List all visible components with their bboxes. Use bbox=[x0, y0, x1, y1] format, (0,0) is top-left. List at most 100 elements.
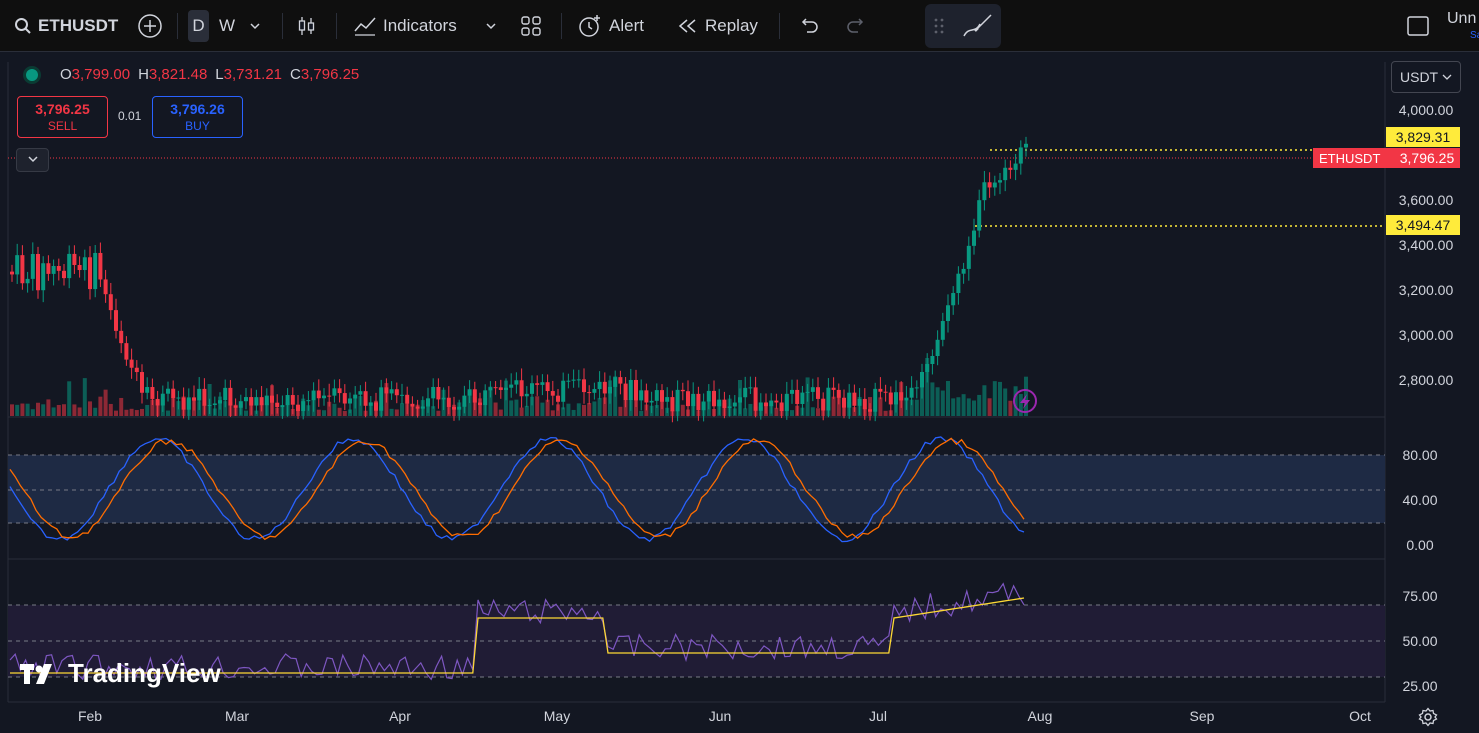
volume-bar bbox=[587, 403, 592, 416]
candle-body bbox=[535, 383, 540, 385]
undo-button[interactable] bbox=[798, 10, 820, 42]
volume-bar bbox=[566, 403, 571, 416]
volume-bar bbox=[909, 399, 914, 416]
stoch-axis-label: 40.00 bbox=[1402, 492, 1437, 508]
candle-body bbox=[36, 254, 40, 291]
volume-bar bbox=[743, 408, 748, 416]
currency-select[interactable]: USDT bbox=[1391, 61, 1461, 93]
volume-bar bbox=[686, 409, 690, 416]
candle-body bbox=[176, 397, 181, 399]
candle-body bbox=[15, 255, 20, 275]
volume-bar bbox=[20, 403, 25, 416]
candle-body bbox=[316, 390, 321, 399]
candle-body bbox=[951, 293, 956, 306]
stoch-axis-label: 80.00 bbox=[1402, 447, 1437, 463]
last-price-tag bbox=[1313, 148, 1460, 168]
layout-name-label: Unn bbox=[1447, 10, 1477, 27]
volume-bar bbox=[1003, 388, 1008, 416]
volume-bar bbox=[576, 403, 581, 416]
close-label: C bbox=[290, 66, 301, 83]
candle-body bbox=[93, 252, 98, 290]
indicators-dropdown[interactable] bbox=[484, 10, 498, 42]
volume-bar bbox=[800, 407, 805, 416]
symbol-search[interactable]: ETHUSDT bbox=[14, 10, 118, 42]
add-symbol-button[interactable] bbox=[137, 10, 163, 42]
divider bbox=[282, 13, 283, 39]
candle-body bbox=[571, 379, 576, 381]
indicators-icon bbox=[354, 17, 376, 36]
candle-body bbox=[842, 397, 846, 408]
stoch-band bbox=[8, 455, 1385, 523]
volume-bar bbox=[202, 404, 207, 416]
candle-body bbox=[400, 394, 404, 396]
candle-body bbox=[790, 389, 794, 394]
indicators-button[interactable]: Indicators bbox=[353, 10, 457, 42]
chart-canvas[interactable]: 4,000.00 3,600.00 3,400.00 3,200.00 3,000.00… bbox=[0, 52, 1479, 733]
volume-bar bbox=[322, 410, 326, 416]
volume-bar bbox=[987, 398, 992, 416]
candle-body bbox=[379, 387, 384, 411]
candle-body bbox=[1003, 167, 1008, 181]
divider bbox=[336, 13, 337, 39]
price-axis-label: 3,000.00 bbox=[1399, 327, 1454, 343]
high-label: H bbox=[138, 66, 149, 83]
fullscreen-button[interactable] bbox=[1406, 10, 1430, 42]
candle-body bbox=[1008, 167, 1013, 170]
candle-body bbox=[10, 271, 14, 275]
volume-bar bbox=[920, 382, 924, 416]
volume-bar bbox=[649, 405, 654, 416]
volume-bar bbox=[904, 398, 909, 416]
candle-body bbox=[394, 389, 399, 396]
volume-bar bbox=[998, 381, 1002, 416]
collapse-legend-button[interactable] bbox=[16, 148, 49, 172]
redo-button[interactable] bbox=[845, 10, 867, 42]
candle-body bbox=[909, 387, 914, 398]
templates-button[interactable] bbox=[520, 10, 542, 42]
volume-bar bbox=[103, 389, 108, 416]
volume-bar bbox=[992, 381, 997, 416]
volume-bar bbox=[415, 404, 420, 416]
interval-w-label: W bbox=[219, 16, 236, 35]
volume-bar bbox=[348, 409, 352, 416]
candle-body bbox=[582, 379, 586, 393]
volume-bar bbox=[93, 407, 98, 416]
candle-body bbox=[67, 253, 72, 279]
volume-bar bbox=[821, 398, 826, 416]
time-axis-label: Jul bbox=[869, 708, 887, 724]
candle-body bbox=[337, 388, 342, 394]
volume-bar bbox=[701, 402, 706, 416]
replay-button[interactable]: Replay bbox=[677, 10, 758, 42]
alert-button[interactable]: Alert bbox=[577, 10, 644, 42]
drawing-toolbar-toggle[interactable] bbox=[925, 4, 1001, 48]
volume-bar bbox=[207, 383, 212, 416]
volume-bar bbox=[805, 377, 810, 416]
interval-dropdown[interactable] bbox=[248, 10, 262, 42]
interval-w-button[interactable]: W bbox=[219, 10, 235, 42]
alert-icon bbox=[579, 15, 600, 37]
stoch-axis-label: 0.00 bbox=[1406, 537, 1433, 553]
volume-bar bbox=[285, 401, 290, 416]
interval-d-button[interactable]: D bbox=[188, 10, 209, 42]
volume-bar bbox=[930, 382, 935, 416]
candle-body bbox=[223, 387, 228, 401]
low-tag bbox=[1386, 215, 1460, 235]
volume-bar bbox=[935, 387, 940, 416]
volume-bar bbox=[223, 401, 228, 416]
volume-bar bbox=[301, 398, 306, 416]
candle-body bbox=[358, 391, 363, 395]
tradingview-logo-icon bbox=[20, 663, 52, 684]
volume-bar bbox=[790, 410, 794, 416]
drawing-icon bbox=[963, 14, 992, 37]
candle-body bbox=[327, 395, 332, 397]
candle-body bbox=[795, 389, 800, 404]
volume-bar bbox=[296, 405, 300, 416]
layout-name[interactable]: Unn Sa bbox=[1447, 10, 1479, 44]
high-tag-label: 3,829.31 bbox=[1396, 129, 1451, 145]
settings-gear-icon[interactable] bbox=[1418, 707, 1438, 727]
buy-button[interactable]: 3,796.26 BUY bbox=[152, 96, 243, 138]
buy-price: 3,796.26 bbox=[170, 101, 225, 117]
chart-type-button[interactable] bbox=[296, 10, 318, 42]
volume-bar bbox=[524, 405, 529, 416]
sell-button[interactable]: 3,796.25 SELL bbox=[17, 96, 108, 138]
chevron-down-icon bbox=[1442, 74, 1452, 80]
